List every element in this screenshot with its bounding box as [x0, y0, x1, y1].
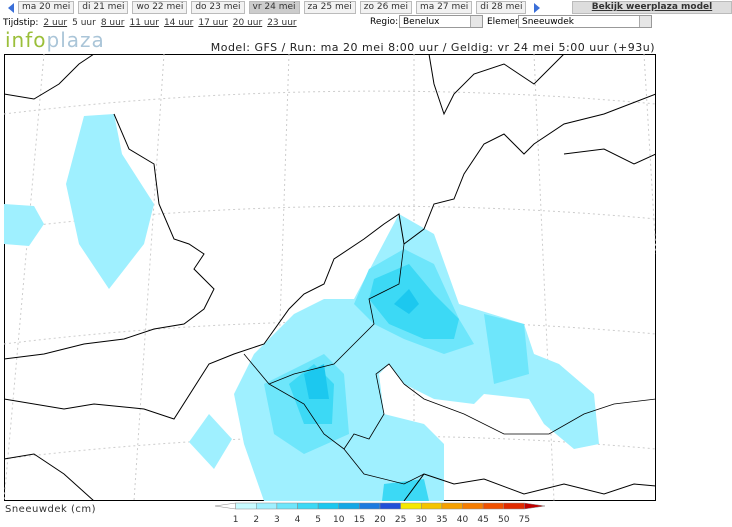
colorbar-swatch — [524, 502, 546, 510]
time-link[interactable]: 20 uur — [232, 18, 263, 28]
colorbar-swatch — [297, 502, 319, 510]
time-link[interactable]: 23 uur — [267, 18, 297, 28]
day-tab[interactable]: wo 22 mei — [132, 1, 188, 14]
time-label: Tijdstip: — [3, 18, 39, 28]
coastline — [4, 54, 656, 501]
colorbar-label: 50 — [498, 515, 510, 525]
next-arrow[interactable] — [534, 2, 541, 13]
logo: infoplaza — [5, 28, 105, 52]
colorbar-label: 75 — [519, 515, 530, 525]
logo-part: plaza — [46, 28, 105, 52]
colorbar-swatch — [503, 502, 525, 510]
colorbar-swatch — [214, 502, 236, 510]
model-info: Model: GFS / Run: ma 20 mei 8:00 uur / G… — [210, 41, 655, 54]
colorbar-label: 5 — [315, 515, 321, 525]
region-label: Regio: — [370, 17, 399, 27]
region-select[interactable]: Benelux — [399, 15, 483, 28]
day-tab[interactable]: ma 20 mei — [18, 1, 75, 14]
model-button[interactable]: Bekijk weerplaza model — [572, 1, 732, 14]
day-tab[interactable]: za 25 mei — [303, 1, 356, 14]
time-link[interactable]: 5 uur — [72, 18, 96, 28]
element-label: Element: — [487, 17, 528, 27]
day-tab[interactable]: ma 27 mei — [415, 1, 473, 14]
colorbar-label: 20 — [374, 515, 386, 525]
colorbar-label: 25 — [395, 515, 406, 525]
day-tab[interactable]: zo 26 mei — [359, 1, 412, 14]
colorbar-label: 35 — [436, 515, 447, 525]
colorbar-label: 4 — [295, 515, 301, 525]
day-tab[interactable]: do 23 mei — [191, 1, 245, 14]
borders — [243, 243, 656, 485]
colorbar-swatch — [441, 502, 463, 510]
time-link[interactable]: 14 uur — [163, 18, 194, 28]
colorbar-swatch — [400, 502, 422, 510]
time-link[interactable]: 2 uur — [43, 18, 68, 28]
colorbar-label: 2 — [253, 515, 259, 525]
colorbar-label: 30 — [416, 515, 428, 525]
time-row: Tijdstip: 2 uur 5 uur 8 uur 11 uur 14 uur 17 u… — [3, 16, 297, 30]
snow-cover — [4, 114, 599, 501]
colorbar-label: 3 — [274, 515, 280, 525]
colorbar-swatch — [421, 502, 443, 510]
colorbar-swatch — [462, 502, 484, 510]
colorbar-label: 15 — [354, 515, 365, 525]
colorbar-swatch — [256, 502, 278, 510]
logo-part: info — [5, 28, 47, 52]
colorbar-swatch — [235, 502, 257, 510]
colorbar-label: 40 — [457, 515, 469, 525]
colorbar-swatch — [359, 502, 381, 510]
time-link[interactable]: 17 uur — [198, 18, 228, 28]
colorbar-swatch — [338, 502, 360, 510]
legend-caption: Sneeuwdek (cm) — [5, 504, 97, 515]
colorbar: 1 2 3 4 5 10 15 20 25 30 35 40 45 50 75 — [214, 502, 546, 525]
colorbar-swatch — [317, 502, 339, 510]
day-tabs: ma 20 mei di 21 mei wo 22 mei do 23 mei vr 2… — [4, 1, 544, 14]
colorbar-swatch — [379, 502, 401, 510]
day-tab[interactable]: di 28 mei — [476, 1, 527, 14]
day-tab[interactable]: di 21 mei — [78, 1, 129, 14]
colorbar-swatch — [482, 502, 504, 510]
colorbar-label: 1 — [233, 515, 239, 525]
prev-arrow[interactable] — [8, 2, 14, 13]
colorbar-swatch — [276, 502, 298, 510]
colorbar-label: 45 — [477, 515, 488, 525]
map — [4, 54, 656, 501]
time-link[interactable]: 11 uur — [129, 18, 159, 28]
time-link[interactable]: 8 uur — [100, 18, 125, 28]
day-tab[interactable]: vr 24 mei — [248, 1, 300, 14]
element-select[interactable]: Sneeuwdek — [518, 15, 652, 28]
colorbar-label: 10 — [333, 515, 345, 525]
